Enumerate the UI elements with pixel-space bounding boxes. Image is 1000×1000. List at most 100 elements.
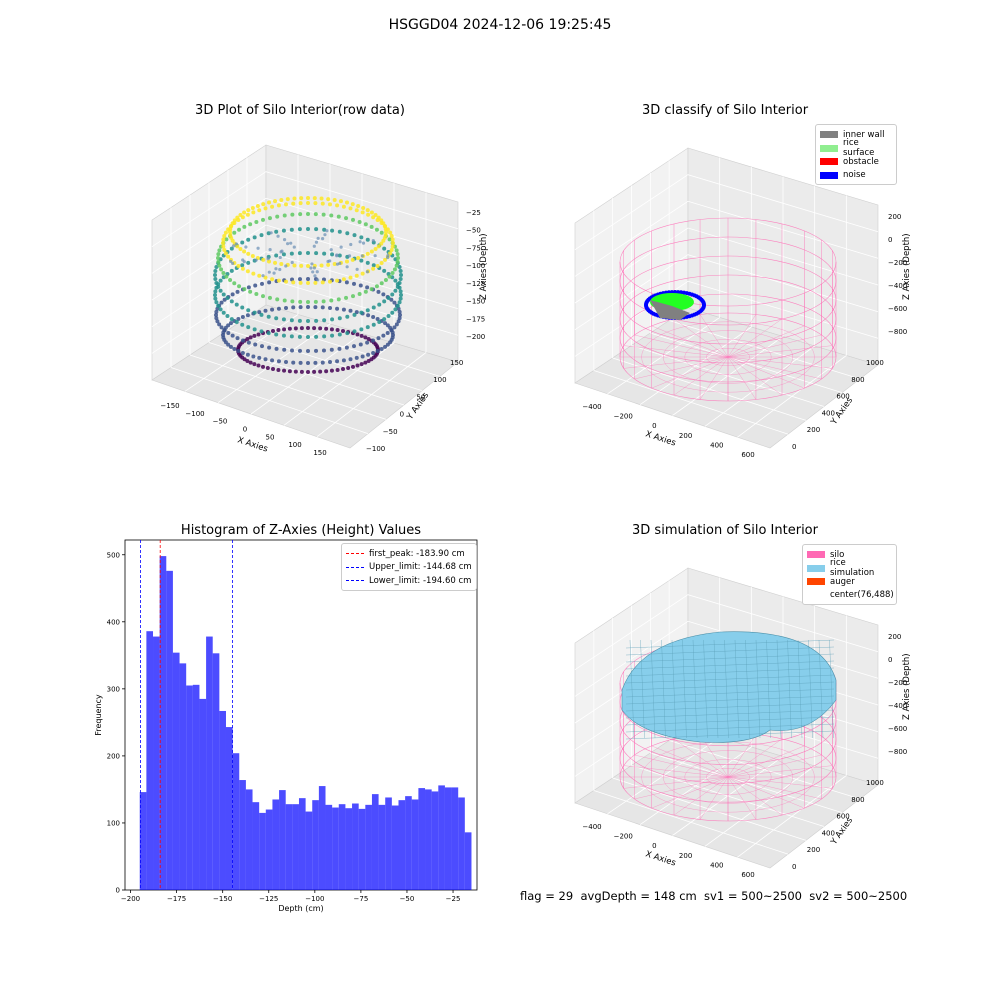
- data-point: [276, 359, 281, 364]
- legend-swatch: [820, 158, 838, 166]
- data-point: [329, 248, 333, 252]
- histogram-bars: [139, 556, 472, 890]
- tick-label: −200: [888, 259, 907, 267]
- data-point: [351, 217, 355, 222]
- histogram-bar: [153, 636, 160, 890]
- histogram-xlabel: Depth (cm): [278, 904, 323, 913]
- data-point: [313, 299, 318, 304]
- data-point: [260, 281, 264, 286]
- wire-spoke: [727, 345, 833, 358]
- legend-label: first_peak: -183.90 cm: [369, 548, 465, 559]
- data-point: [290, 299, 295, 304]
- data-point: [229, 246, 234, 251]
- data-point: [223, 251, 228, 256]
- data-point: [398, 289, 403, 294]
- histogram-bar: [318, 786, 326, 890]
- data-point: [298, 280, 303, 285]
- data-point: [309, 266, 313, 270]
- data-point: [341, 307, 346, 312]
- data-point: [336, 297, 341, 302]
- tick-label: 200: [807, 846, 820, 854]
- data-point: [238, 247, 243, 251]
- data-point: [242, 224, 247, 229]
- legend-line: [346, 553, 364, 555]
- data-point: [234, 319, 239, 324]
- data-point: [217, 263, 222, 268]
- data-point: [280, 249, 284, 253]
- data-point: [393, 278, 398, 283]
- data-point: [240, 338, 245, 343]
- data-point: [321, 299, 326, 304]
- data-point: [352, 281, 356, 286]
- data-point: [232, 281, 237, 286]
- data-point: [214, 313, 218, 317]
- data-point: [266, 257, 270, 261]
- data-point: [360, 254, 364, 258]
- data-point: [360, 354, 365, 359]
- histogram-bar: [172, 652, 180, 890]
- data-point: [240, 263, 245, 268]
- data-point: [248, 335, 253, 340]
- data-point: [219, 267, 224, 272]
- surface-mesh-line: [724, 639, 729, 739]
- data-point: [237, 284, 242, 289]
- data-point: [289, 241, 293, 245]
- data-point: [216, 303, 221, 308]
- plot1-tick-labels: −150 −100 −50 0 50 100 150 −100 −50 0 50 100 150 −25 −…: [160, 209, 485, 457]
- data-point: [325, 229, 329, 233]
- data-point: [314, 334, 319, 339]
- data-point: [394, 248, 399, 253]
- data-point: [398, 296, 403, 301]
- data-point: [354, 355, 359, 360]
- data-point: [267, 295, 272, 300]
- data-point: [228, 230, 232, 234]
- wire-spoke: [727, 356, 822, 380]
- histogram-bar: [405, 796, 412, 890]
- data-point: [350, 202, 355, 207]
- wire-spoke: [727, 776, 805, 809]
- histogram-bar: [451, 787, 459, 890]
- data-point: [230, 333, 235, 338]
- data-point: [272, 271, 276, 275]
- data-point: [287, 326, 292, 331]
- data-point: [219, 325, 224, 330]
- data-point: [383, 344, 388, 349]
- x-tick-label: −50: [400, 895, 415, 903]
- data-point: [337, 346, 342, 351]
- tick-label: −600: [888, 305, 907, 313]
- histogram-bar: [305, 811, 313, 890]
- data-point: [346, 366, 351, 371]
- data-point: [327, 305, 332, 310]
- plot1-points: [213, 196, 403, 374]
- data-point: [390, 292, 395, 297]
- wire-spoke: [699, 314, 729, 358]
- data-point: [320, 305, 325, 310]
- data-point: [386, 296, 391, 300]
- data-point: [387, 237, 392, 242]
- data-point: [335, 278, 340, 283]
- wire-spoke: [623, 345, 729, 358]
- histogram-bar: [265, 809, 273, 890]
- histogram-bar: [418, 788, 426, 890]
- surface-mesh-line: [629, 639, 635, 739]
- data-point: [371, 263, 376, 268]
- data-point: [345, 314, 350, 319]
- data-point: [289, 318, 294, 323]
- data-point: [240, 322, 245, 327]
- data-point: [276, 234, 280, 238]
- data-point: [251, 271, 256, 276]
- data-point: [389, 247, 394, 252]
- data-point: [252, 310, 257, 315]
- noise-point: [676, 290, 681, 295]
- data-point: [363, 222, 368, 227]
- data-point: [257, 355, 262, 360]
- data-point: [221, 292, 226, 297]
- data-point: [298, 360, 303, 365]
- data-point: [313, 201, 318, 206]
- data-point: [335, 254, 339, 258]
- data-point: [213, 293, 217, 297]
- histogram-ylabel: Frequency: [94, 694, 103, 736]
- data-point: [357, 292, 362, 297]
- data-point: [252, 327, 257, 332]
- data-point: [275, 214, 280, 219]
